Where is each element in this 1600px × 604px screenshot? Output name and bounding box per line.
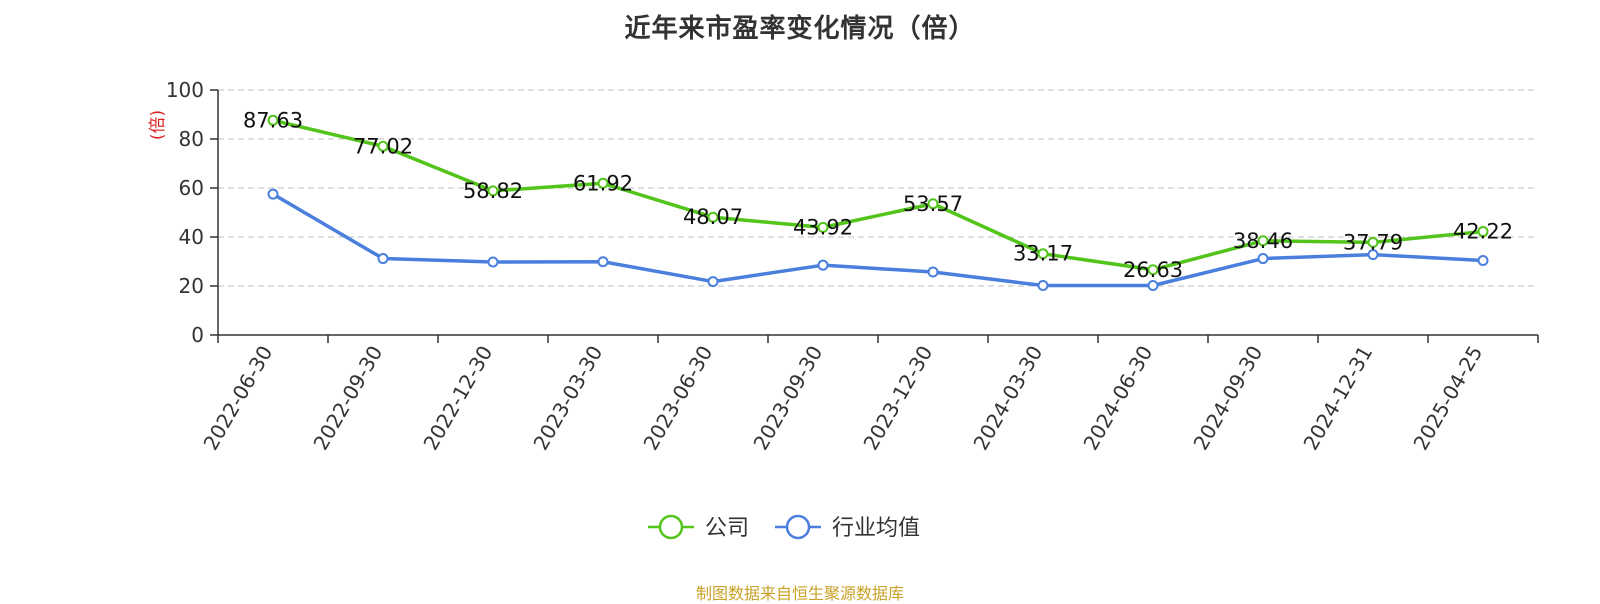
y-tick-label: 20	[179, 274, 204, 298]
data-point	[1037, 248, 1049, 260]
data-point	[817, 221, 829, 233]
y-tick-label: 60	[179, 176, 204, 200]
data-label: 61.92	[573, 171, 633, 195]
data-point	[487, 185, 499, 197]
data-label: 26.63	[1123, 258, 1183, 282]
data-point	[1147, 280, 1159, 292]
data-labels: 87.63 77.02 58.82 61.92 48.07 43.92 53.57 33.17…	[243, 108, 1513, 281]
legend-swatch-marker	[658, 514, 684, 540]
y-tick-label: 100	[166, 78, 204, 102]
x-tick-label: 2024-03-30	[968, 342, 1047, 455]
data-label: 58.82	[463, 179, 523, 203]
legend-label: 行业均值	[832, 516, 920, 541]
data-label: 48.07	[683, 205, 743, 229]
x-tick-label: 2022-12-30	[418, 342, 497, 455]
series-line	[272, 118, 1484, 272]
chart-title: 近年来市盈率变化情况（倍）	[624, 14, 976, 44]
grid-lines	[218, 89, 1538, 287]
data-point	[1367, 236, 1379, 248]
data-label: 38.46	[1233, 229, 1293, 253]
data-point	[1257, 253, 1269, 265]
x-tick-label: 2024-09-30	[1188, 342, 1267, 455]
data-label: 87.63	[243, 108, 303, 132]
x-tick-label: 2025-04-25	[1408, 342, 1487, 455]
source-note: 制图数据来自恒生聚源数据库	[695, 584, 904, 603]
legend-label: 公司	[705, 516, 749, 541]
data-point	[707, 276, 719, 288]
legend-item[interactable]: 行业均值	[775, 514, 920, 541]
series-lines	[267, 114, 1489, 292]
data-point	[377, 140, 389, 152]
x-tick-label: 2024-06-30	[1078, 342, 1157, 455]
data-point	[1147, 264, 1159, 276]
data-point	[487, 256, 499, 268]
data-label: 43.92	[793, 215, 853, 239]
data-point	[377, 253, 389, 265]
data-label: 33.17	[1013, 242, 1073, 266]
x-tick-label: 2022-06-30	[198, 342, 277, 455]
data-point	[597, 256, 609, 268]
data-label: 42.22	[1453, 220, 1513, 244]
y-tick-label: 0	[191, 323, 204, 347]
legend: 公司 行业均值	[648, 514, 920, 541]
data-point	[1367, 249, 1379, 261]
series-line	[272, 192, 1484, 288]
data-label: 77.02	[353, 134, 413, 158]
data-point	[817, 259, 829, 271]
data-point	[267, 114, 279, 126]
legend-swatch-marker	[785, 514, 811, 540]
x-tick-label: 2023-12-30	[858, 342, 937, 455]
data-point	[707, 211, 719, 223]
x-tick-label: 2024-12-31	[1298, 342, 1377, 455]
y-axis-label: (倍)	[148, 110, 168, 140]
data-point	[1257, 235, 1269, 247]
data-point	[1037, 280, 1049, 292]
data-point	[267, 188, 279, 200]
x-tick-label: 2023-03-30	[528, 342, 607, 455]
data-label: 37.79	[1343, 230, 1403, 254]
legend-item[interactable]: 公司	[648, 514, 749, 541]
data-point	[597, 177, 609, 189]
x-tick-label: 2023-06-30	[638, 342, 717, 455]
y-tick-label: 40	[179, 225, 204, 249]
data-point	[927, 266, 939, 278]
y-tick-label: 80	[179, 127, 204, 151]
data-point	[927, 198, 939, 210]
data-point	[1477, 226, 1489, 238]
data-point	[1477, 255, 1489, 267]
x-tick-label: 2022-09-30	[308, 342, 387, 455]
x-tick-label: 2023-09-30	[748, 342, 827, 455]
data-label: 53.57	[903, 192, 963, 216]
